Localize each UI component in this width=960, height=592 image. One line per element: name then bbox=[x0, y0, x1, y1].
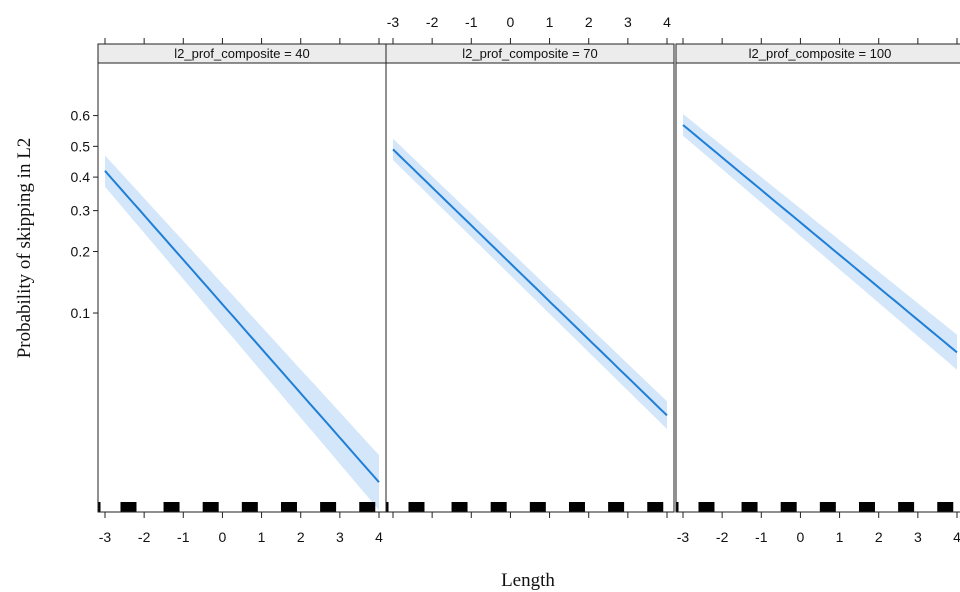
rug-mark bbox=[568, 502, 585, 512]
x-tick-label: -1 bbox=[465, 14, 478, 30]
rug-mark bbox=[490, 502, 507, 512]
fit-line bbox=[682, 124, 958, 354]
rug-mark bbox=[280, 502, 297, 512]
x-tick-label: 0 bbox=[219, 529, 227, 545]
confidence-band bbox=[105, 155, 379, 511]
fit-line bbox=[392, 148, 668, 417]
x-tick-label: -2 bbox=[426, 14, 439, 30]
fit-line bbox=[104, 170, 380, 483]
panel-frame bbox=[385, 62, 675, 513]
confidence-band bbox=[393, 138, 667, 430]
rug-mark bbox=[858, 502, 875, 512]
rug-mark bbox=[741, 502, 758, 512]
x-axis-panel-3: -3 -2 -1 0 1 2 3 4 bbox=[677, 512, 960, 545]
rug-mark bbox=[408, 502, 425, 512]
rug-mark bbox=[120, 502, 137, 512]
x-tick-label: 0 bbox=[797, 529, 805, 545]
rug-mark bbox=[608, 502, 625, 512]
y-tick-label: 0.2 bbox=[71, 244, 91, 260]
x-tick-label: -3 bbox=[677, 529, 690, 545]
panel-strip-label: l2_prof_composite = 70 bbox=[462, 46, 598, 61]
rug-mark bbox=[451, 502, 468, 512]
rug-mark bbox=[320, 502, 337, 512]
rug-mark bbox=[698, 502, 715, 512]
rug-mark bbox=[898, 502, 915, 512]
axes-layer: 0.1 0.2 0.3 0.4 0.5 0.6 -3 -2 -1 0 1 2 3 4 -3 -2 -1 0 1 2 3 4… bbox=[71, 14, 960, 545]
rug-mark bbox=[241, 502, 258, 512]
panel-strip-label: l2_prof_composite = 100 bbox=[749, 46, 892, 61]
x-tick-label: 4 bbox=[953, 529, 960, 545]
x-tick-label: 1 bbox=[546, 14, 554, 30]
x-tick-label: -2 bbox=[138, 529, 151, 545]
x-tick-label: -2 bbox=[716, 529, 729, 545]
rug-mark bbox=[819, 502, 836, 512]
x-tick-label: 3 bbox=[914, 529, 922, 545]
x-tick-label: 0 bbox=[507, 14, 515, 30]
y-tick-label: 0.4 bbox=[71, 169, 91, 185]
rug-mark bbox=[647, 502, 664, 512]
x-tick-label: 1 bbox=[836, 529, 844, 545]
x-tick-label: -1 bbox=[755, 529, 768, 545]
x-tick-label: -3 bbox=[387, 14, 400, 30]
x-tick-label: 2 bbox=[585, 14, 593, 30]
y-tick-label: 0.3 bbox=[71, 203, 91, 219]
panel-3: l2_prof_composite = 100 bbox=[675, 43, 960, 513]
x-tick-label: 2 bbox=[875, 529, 883, 545]
panels-layer: l2_prof_composite = 40 l2_prof_composite … bbox=[97, 43, 960, 513]
confidence-band bbox=[683, 114, 957, 370]
rug-mark bbox=[163, 502, 180, 512]
x-tick-label: -1 bbox=[177, 529, 190, 545]
x-tick-label: 3 bbox=[624, 14, 632, 30]
rug-mark bbox=[780, 502, 797, 512]
panel-frame bbox=[675, 62, 960, 513]
x-axis-title: Length bbox=[501, 570, 555, 591]
x-minor-ticks-panel-3 bbox=[682, 38, 958, 44]
x-tick-label: 2 bbox=[297, 529, 305, 545]
y-axis-title: Probability of skipping in L2 bbox=[14, 138, 35, 359]
panel-1: l2_prof_composite = 40 bbox=[97, 43, 387, 513]
rug-mark bbox=[359, 502, 376, 512]
x-tick-label: 4 bbox=[663, 14, 671, 30]
x-axis-panel-1: -3 -2 -1 0 1 2 3 4 bbox=[99, 512, 383, 545]
y-tick-label: 0.1 bbox=[71, 305, 91, 321]
rug-mark bbox=[937, 502, 954, 512]
rug-mark bbox=[202, 502, 219, 512]
x-tick-label: 3 bbox=[336, 529, 344, 545]
x-minor-ticks-panel-1 bbox=[104, 38, 380, 44]
y-tick-label: 0.5 bbox=[71, 138, 91, 154]
panel-strip-label: l2_prof_composite = 40 bbox=[174, 46, 310, 61]
x-tick-label: 4 bbox=[375, 529, 383, 545]
y-tick-label: 0.6 bbox=[71, 108, 91, 124]
rug-mark bbox=[529, 502, 546, 512]
x-tick-label: 1 bbox=[258, 529, 266, 545]
x-minor-ticks-panel-2 bbox=[392, 512, 668, 518]
x-tick-label: -3 bbox=[99, 529, 112, 545]
y-axis: 0.1 0.2 0.3 0.4 0.5 0.6 bbox=[71, 108, 98, 321]
panel-2: l2_prof_composite = 70 bbox=[385, 43, 675, 513]
x-axis-panel-2: -3 -2 -1 0 1 2 3 4 bbox=[387, 14, 671, 44]
